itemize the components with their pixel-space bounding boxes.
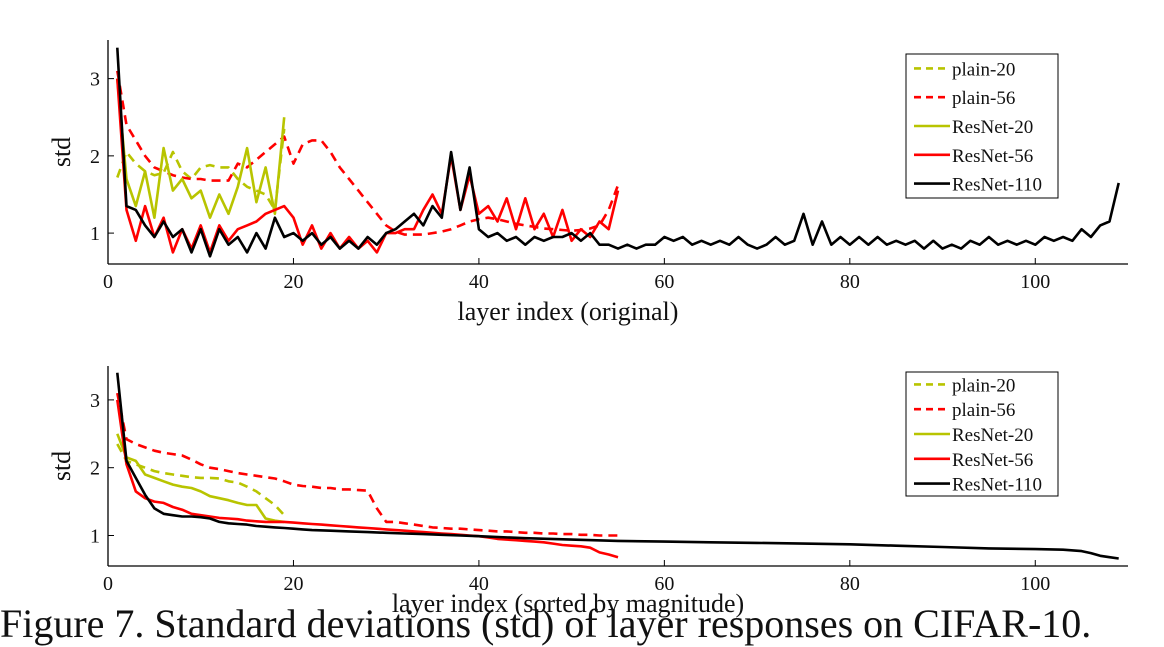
y-tick-label: 3: [90, 69, 100, 91]
legend-label: plain-20: [952, 375, 1015, 396]
legend-label: plain-20: [952, 59, 1015, 80]
x-tick-label: 20: [283, 271, 303, 293]
x-tick-label: 0: [103, 271, 113, 293]
x-axis-label: layer index (original): [458, 297, 679, 326]
y-tick-label: 2: [90, 458, 100, 480]
y-axis-label: std: [47, 451, 76, 481]
x-tick-label: 20: [283, 573, 303, 595]
series-line-resnet-20: [116, 78, 286, 219]
x-tick-label: 60: [654, 271, 674, 293]
legend-label: plain-56: [952, 400, 1015, 421]
x-tick-label: 80: [840, 271, 860, 293]
series-line-resnet-110: [116, 372, 1119, 560]
x-tick-label: 0: [103, 573, 113, 595]
figure-caption: Figure 7. Standard deviations (std) of l…: [0, 601, 1092, 646]
x-tick-label: 40: [469, 271, 489, 293]
chart-bottom: 0 20 40 60 80 100 1 2 3 layer index (sorted by ma…: [47, 366, 1128, 618]
series-line-plain-56: [116, 70, 620, 236]
series-line-resnet-56: [116, 399, 619, 559]
x-tick-label: 100: [1020, 271, 1050, 293]
legend-label: plain-56: [952, 88, 1015, 109]
y-tick-label: 3: [90, 390, 100, 412]
y-tick-label: 1: [90, 525, 100, 547]
y-tick-label: 2: [90, 146, 100, 168]
series-line-plain-20: [116, 128, 286, 212]
x-tick-label: 80: [840, 573, 860, 595]
legend-label: ResNet-20: [952, 117, 1033, 138]
series-line-resnet-20: [116, 433, 285, 524]
x-tick-label: 60: [654, 573, 674, 595]
series-line-resnet-110: [116, 47, 1120, 258]
series-line-plain-56: [116, 392, 618, 537]
series-line-resnet-56: [116, 78, 620, 254]
series-line-plain-20: [116, 443, 286, 517]
x-tick-label: 100: [1020, 573, 1050, 595]
chart-top: 0 20 40 60 80 100 1 2 3 layer index (original) std…: [47, 40, 1128, 326]
y-axis-label: std: [47, 137, 76, 167]
legend-label: ResNet-56: [952, 450, 1033, 471]
x-axis-label: layer index (sorted by magnitude): [392, 589, 744, 618]
legend-label: ResNet-110: [952, 175, 1042, 196]
legend-label: ResNet-110: [952, 475, 1042, 496]
x-tick-label: 40: [469, 573, 489, 595]
y-tick-label: 1: [90, 223, 100, 245]
legend-label: ResNet-20: [952, 425, 1033, 446]
legend-label: ResNet-56: [952, 146, 1033, 167]
